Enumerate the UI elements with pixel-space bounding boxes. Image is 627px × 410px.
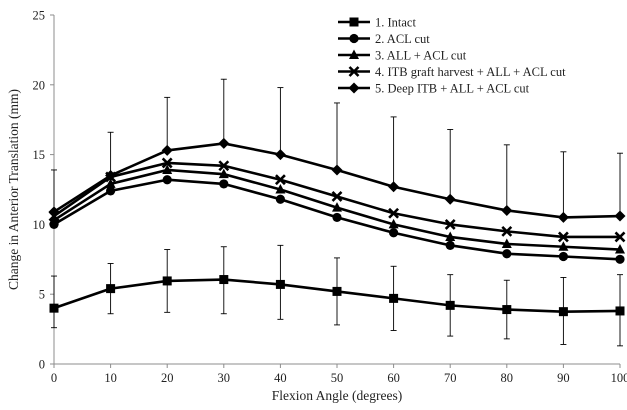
data-point	[219, 179, 229, 189]
data-point	[388, 207, 400, 219]
legend-marker	[348, 82, 360, 94]
data-point	[615, 254, 625, 264]
data-point	[105, 178, 116, 188]
legend-marker	[349, 33, 359, 44]
legend-label: 1. Intact	[375, 16, 416, 30]
data-point	[501, 225, 513, 237]
x-tick-label: 40	[274, 371, 287, 385]
data-point	[388, 181, 400, 193]
data-point	[331, 191, 343, 202]
data-point	[218, 160, 230, 172]
data-point	[501, 238, 512, 248]
x-tick-label: 90	[557, 371, 570, 385]
legend-marker	[348, 66, 360, 77]
data-point	[106, 186, 116, 196]
data-point	[274, 174, 286, 186]
data-point	[332, 202, 342, 212]
x-tick-label: 30	[218, 371, 231, 385]
data-point	[389, 293, 399, 303]
data-point	[48, 206, 60, 218]
data-point	[615, 306, 625, 316]
data-point	[502, 305, 512, 315]
data-point	[614, 231, 626, 243]
data-point	[106, 284, 116, 294]
data-point	[274, 149, 286, 161]
x-axis-title: Flexion Angle (degrees)	[272, 388, 402, 403]
data-point	[162, 175, 172, 185]
data-point	[558, 307, 568, 317]
x-tick-label: 100	[611, 371, 627, 385]
data-point	[445, 231, 456, 241]
legend-label: 2. ACL cut	[375, 32, 430, 46]
x-tick-label: 60	[387, 371, 400, 385]
data-point	[614, 210, 626, 222]
y-tick-label: 0	[39, 358, 45, 372]
x-tick-label: 50	[331, 371, 344, 385]
data-point	[557, 211, 569, 223]
data-point	[162, 164, 173, 174]
legend-label: 5. Deep ITB + ALL + ACL cut	[375, 82, 530, 96]
data-point	[332, 212, 342, 223]
data-point	[49, 303, 59, 313]
data-point	[557, 231, 569, 243]
y-tick-label: 25	[33, 9, 46, 23]
legend-label: 4. ITB graft harvest + ALL + ACL cut	[375, 65, 566, 79]
data-point	[558, 241, 569, 251]
legend-marker	[349, 17, 359, 27]
data-point	[445, 240, 455, 250]
y-tick-label: 15	[33, 148, 46, 162]
data-point	[218, 137, 230, 149]
data-point	[332, 286, 342, 296]
data-point	[275, 279, 285, 289]
x-tick-label: 0	[51, 371, 57, 385]
data-point	[275, 184, 286, 194]
legend-marker	[349, 49, 359, 59]
data-point	[161, 157, 173, 169]
data-point	[444, 193, 456, 205]
data-point	[502, 249, 512, 259]
data-point	[219, 275, 229, 285]
y-tick-label: 10	[33, 218, 46, 232]
legend-label: 3. ALL + ACL cut	[375, 49, 467, 63]
data-point	[389, 228, 399, 238]
data-point	[388, 218, 399, 229]
data-point	[331, 164, 343, 176]
data-point	[275, 194, 285, 204]
data-point	[615, 244, 625, 254]
data-point	[218, 168, 229, 179]
x-tick-label: 70	[444, 371, 457, 385]
data-point	[161, 144, 173, 156]
y-tick-label: 5	[39, 288, 45, 302]
data-point	[558, 251, 569, 262]
data-point	[501, 204, 513, 216]
data-point	[105, 170, 117, 182]
data-point	[444, 218, 456, 230]
x-tick-label: 10	[104, 371, 117, 385]
x-tick-label: 80	[501, 371, 514, 385]
data-point	[445, 300, 455, 310]
data-point	[49, 214, 59, 225]
data-point	[162, 276, 172, 286]
x-tick-label: 20	[161, 371, 174, 385]
y-axis-title: Change in Anterior Translation (mm)	[6, 89, 21, 290]
y-tick-label: 20	[33, 78, 46, 92]
